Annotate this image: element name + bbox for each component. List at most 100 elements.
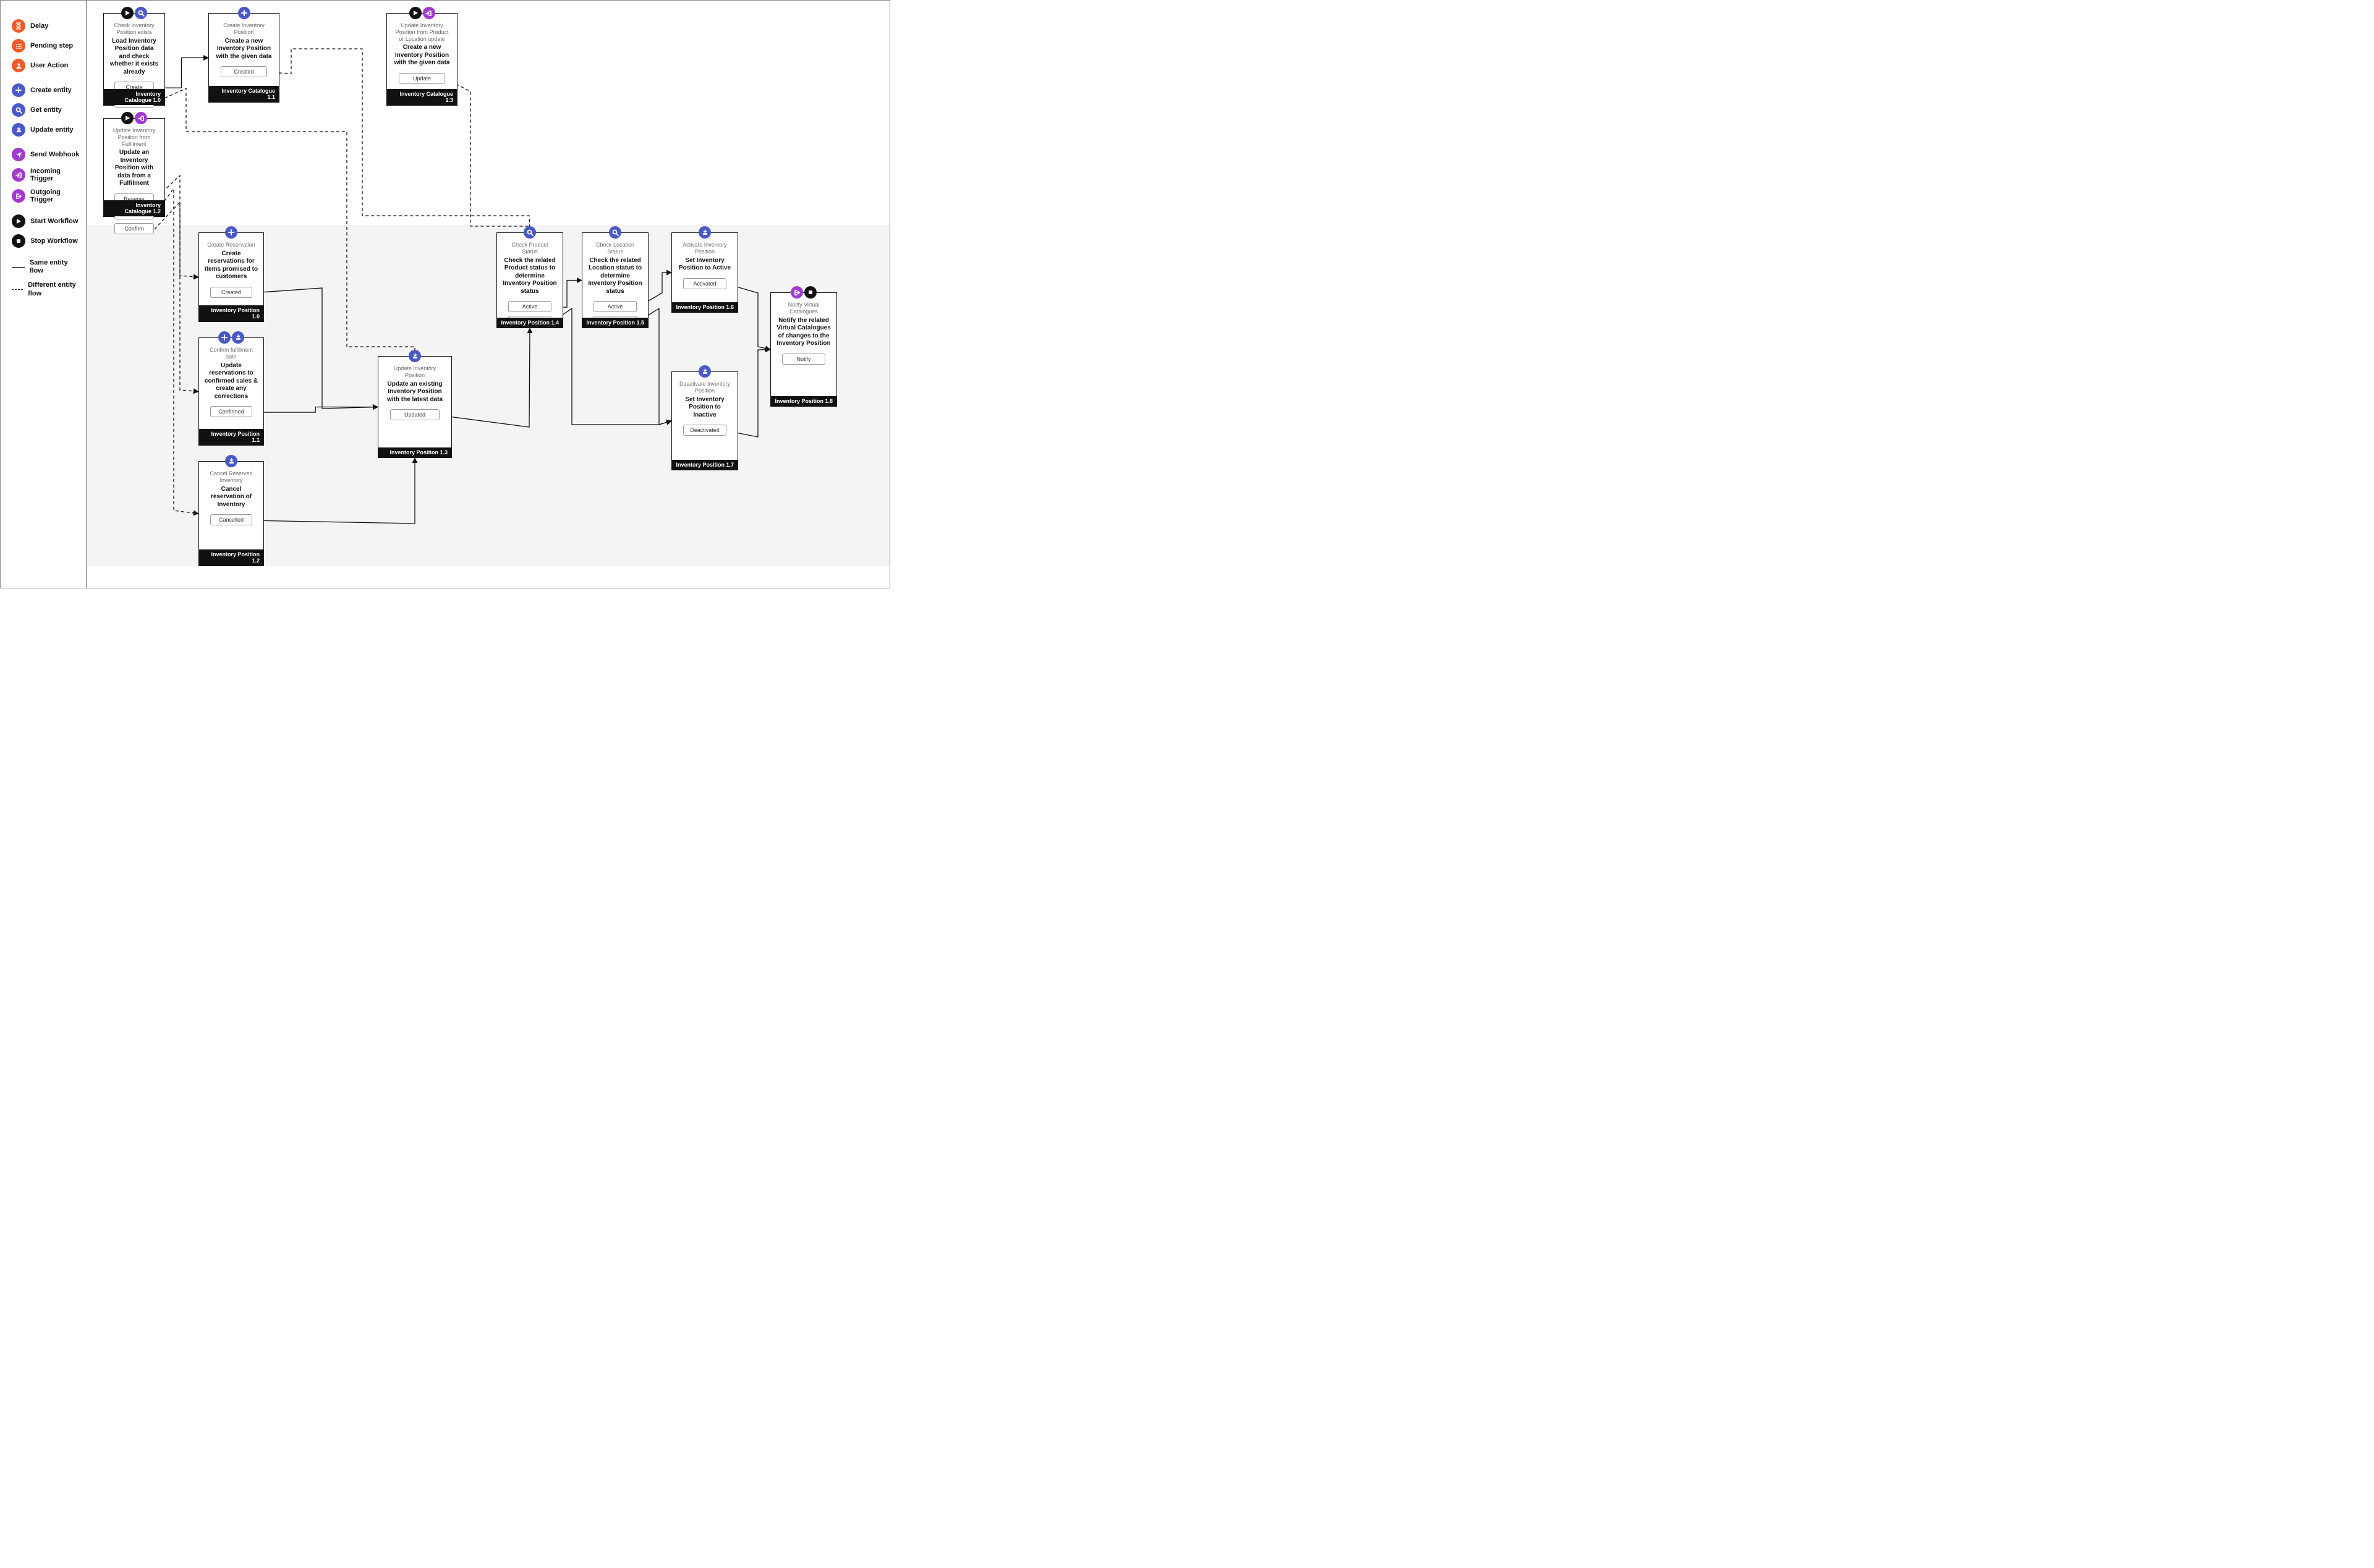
legend-line-sample bbox=[12, 289, 23, 290]
node-subtitle: Check Location Status bbox=[589, 242, 642, 255]
node-icons bbox=[672, 226, 738, 239]
node-footer: Inventory Catalogue 1.3 bbox=[387, 89, 457, 105]
workflow-node-IP15[interactable]: Check Location StatusCheck the related L… bbox=[582, 232, 649, 328]
node-body: Update Inventory Position from Fulfilmen… bbox=[104, 119, 164, 241]
legend-label: Create entity bbox=[30, 87, 72, 94]
workflow-node-IP16[interactable]: Activate Inventory Position Set Inventory… bbox=[671, 232, 738, 313]
node-title: Update an existing Inventory Position wi… bbox=[383, 381, 446, 404]
workflow-node-IP14[interactable]: Check Product StatusCheck the related Pr… bbox=[496, 232, 563, 328]
node-footer: Inventory Position 1.3 bbox=[378, 447, 451, 457]
login-icon bbox=[12, 168, 25, 182]
logout-icon bbox=[12, 189, 25, 203]
play-icon bbox=[409, 7, 422, 19]
legend-label: Incoming Trigger bbox=[30, 167, 80, 182]
login-icon bbox=[135, 112, 147, 124]
node-icons bbox=[771, 286, 836, 299]
node-subtitle: Update Inventory Position bbox=[385, 365, 445, 379]
play-icon bbox=[121, 112, 134, 124]
search-icon bbox=[524, 226, 536, 239]
node-action-button[interactable]: Deactivated bbox=[683, 425, 726, 436]
node-action-button[interactable]: Updated bbox=[390, 409, 440, 420]
workflow-node-IP10[interactable]: Create ReservationCreate reservations fo… bbox=[198, 232, 264, 322]
workflow-node-IC12[interactable]: Update Inventory Position from Fulfilmen… bbox=[103, 118, 165, 217]
node-action-button[interactable]: Confirm bbox=[114, 223, 154, 234]
legend-label: Get entity bbox=[30, 106, 62, 114]
node-title: Update reservations to confirmed sales &… bbox=[204, 362, 258, 401]
legend-label: Different entity flow bbox=[28, 281, 80, 297]
node-body: Update Inventory Position from Product o… bbox=[387, 14, 457, 91]
node-footer: Inventory Position 1.4 bbox=[497, 318, 563, 328]
node-subtitle: Cancel Reserved Inventory bbox=[205, 470, 257, 484]
node-body: Confirm fulfilment saleUpdate reservatio… bbox=[199, 338, 263, 424]
node-footer: Inventory Catalogue 1.0 bbox=[104, 89, 164, 105]
node-icons bbox=[582, 226, 648, 239]
plus-icon bbox=[238, 7, 250, 19]
user-icon bbox=[12, 59, 25, 72]
workflow-node-IP18[interactable]: Notify Virtual Catalogues Notify the rela… bbox=[770, 292, 837, 407]
search-icon bbox=[609, 226, 621, 239]
plus-icon bbox=[225, 226, 237, 239]
legend-label: Delay bbox=[30, 22, 48, 30]
legend-row: Get entity bbox=[12, 103, 80, 117]
node-icons bbox=[104, 7, 164, 19]
node-body: Create Inventory PositionCreate a new In… bbox=[209, 14, 279, 84]
legend-label: Update entity bbox=[30, 126, 74, 133]
play-icon bbox=[121, 7, 134, 19]
node-icons bbox=[378, 350, 451, 362]
node-action-button[interactable]: Cancelled bbox=[210, 514, 253, 525]
search-icon bbox=[12, 103, 25, 117]
legend-label: Send Webhook bbox=[30, 151, 79, 158]
node-footer: Inventory Position 1.0 bbox=[199, 305, 263, 321]
node-icons bbox=[387, 7, 457, 19]
node-footer: Inventory Position 1.2 bbox=[199, 549, 263, 566]
workflow-node-IC13[interactable]: Update Inventory Position from Product o… bbox=[386, 13, 457, 106]
workflow-node-IC11[interactable]: Create Inventory PositionCreate a new In… bbox=[208, 13, 279, 103]
logout-icon bbox=[791, 286, 803, 299]
node-title: Set Inventory Position to Active bbox=[677, 257, 733, 273]
workflow-node-IP12[interactable]: Cancel Reserved Inventory Cancel reservat… bbox=[198, 461, 264, 566]
legend-row: Incoming Trigger bbox=[12, 167, 80, 182]
node-icons bbox=[672, 365, 738, 378]
node-title: Notify the related Virtual Catalogues of… bbox=[776, 317, 832, 348]
node-title: Create a new Inventory Position with the… bbox=[214, 38, 274, 61]
legend-label: Stop Workflow bbox=[30, 237, 78, 245]
node-action-button[interactable]: Created bbox=[221, 66, 268, 77]
node-icons bbox=[104, 112, 164, 124]
node-body: Notify Virtual Catalogues Notify the rela… bbox=[771, 293, 836, 371]
legend-line-sample bbox=[12, 267, 25, 268]
send-icon bbox=[12, 148, 25, 161]
workflow-node-IP11[interactable]: Confirm fulfilment saleUpdate reservatio… bbox=[198, 337, 264, 446]
node-footer: Inventory Position 1.1 bbox=[199, 429, 263, 445]
node-icons bbox=[199, 226, 263, 239]
node-action-button[interactable]: Created bbox=[210, 287, 253, 298]
node-subtitle: Activate Inventory Position bbox=[678, 242, 731, 255]
node-title: Cancel reservation of Inventory bbox=[204, 486, 258, 509]
workflow-node-IP17[interactable]: Deactivate Inventory PositionSet Invento… bbox=[671, 371, 738, 470]
legend-panel: DelayPending stepUser ActionCreate entit… bbox=[1, 1, 87, 588]
node-title: Update an Inventory Position with data f… bbox=[109, 149, 160, 188]
workflow-node-IC10[interactable]: Check Inventory Position existsLoad Inve… bbox=[103, 13, 165, 106]
play-icon bbox=[12, 214, 25, 228]
node-action-button[interactable]: Active bbox=[594, 301, 637, 312]
node-footer: Inventory Catalogue 1.2 bbox=[104, 200, 164, 216]
node-icons bbox=[497, 226, 563, 239]
search-icon bbox=[135, 7, 147, 19]
node-action-button[interactable]: Activated bbox=[683, 278, 726, 289]
legend-row: Start Workflow bbox=[12, 214, 80, 228]
node-action-button[interactable]: Confirmed bbox=[210, 406, 253, 417]
hourglass-icon bbox=[12, 19, 25, 33]
workflow-node-IP13[interactable]: Update Inventory Position Update an exist… bbox=[378, 356, 452, 458]
node-action-button[interactable]: Update bbox=[399, 73, 446, 84]
update-icon bbox=[12, 123, 25, 137]
node-subtitle: Update Inventory Position from Fulfilmen… bbox=[110, 127, 158, 147]
node-title: Create reservations for items promised t… bbox=[204, 250, 258, 281]
node-subtitle: Deactivate Inventory Position bbox=[678, 381, 731, 394]
legend-row: Pending step bbox=[12, 39, 80, 53]
node-body: Cancel Reserved Inventory Cancel reservat… bbox=[199, 462, 263, 532]
node-action-button[interactable]: Notify bbox=[782, 354, 825, 365]
node-action-button[interactable]: Active bbox=[508, 301, 551, 312]
node-subtitle: Notify Virtual Catalogues bbox=[777, 302, 830, 315]
node-icons bbox=[209, 7, 279, 19]
legend-row: Same entity flow bbox=[12, 259, 80, 275]
update-icon bbox=[225, 455, 237, 467]
